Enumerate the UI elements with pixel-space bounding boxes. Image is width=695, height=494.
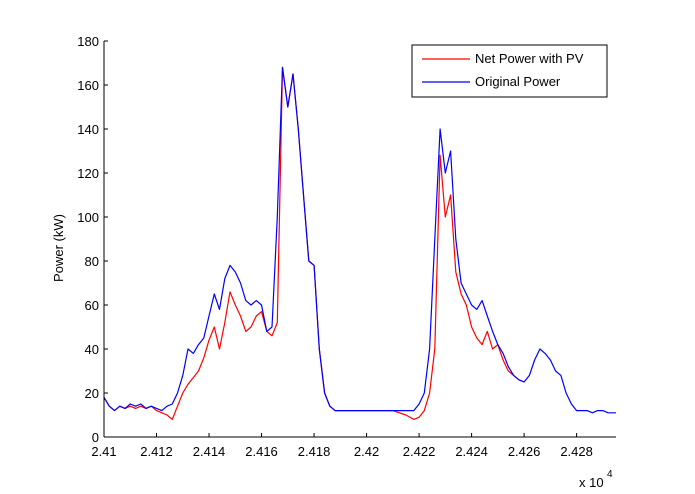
x-tick-label: 2.424 (455, 444, 488, 459)
x-multiplier: x 10 4 (579, 469, 613, 490)
x-tick-label: 2.428 (560, 444, 593, 459)
legend: Net Power with PV Original Power (411, 44, 608, 98)
x-tick-label: 2.42 (354, 444, 379, 459)
x-tick-label: 2.416 (245, 444, 278, 459)
x-tick-label: 2.418 (298, 444, 331, 459)
y-tick-label: 180 (77, 34, 99, 49)
y-tick-label: 0 (92, 430, 99, 445)
series-line-original-power (103, 66, 616, 414)
y-tick-label: 140 (77, 122, 99, 137)
y-tick-label: 160 (77, 78, 99, 93)
x-tick-label: 2.41 (91, 444, 116, 459)
y-tick-label: 100 (77, 210, 99, 225)
legend-label-net-power: Net Power with PV (475, 51, 584, 66)
y-tick-label: 80 (85, 254, 99, 269)
y-tick-label: 120 (77, 166, 99, 181)
x-tick-layer: 2.41 2.412 2.414 2.416 2.418 2.42 2.422 2.424 2.… (91, 433, 593, 459)
x-tick-label: 2.422 (403, 444, 436, 459)
y-tick-label: 60 (85, 298, 99, 313)
x-tick-label: 2.426 (508, 444, 541, 459)
y-axis-label: Power (kW) (51, 214, 66, 282)
y-tick-label: 40 (85, 342, 99, 357)
y-tick-label: 20 (85, 386, 99, 401)
legend-box (411, 44, 608, 98)
x-multiplier-label: x 10 (579, 475, 604, 490)
legend-label-original-power: Original Power (475, 74, 561, 89)
x-multiplier-exponent: 4 (607, 469, 613, 480)
y-tick-layer: 0 20 40 60 80 100 120 140 160 180 (77, 34, 108, 445)
axes-layer (103, 41, 616, 438)
series-layer (103, 66, 616, 420)
x-tick-label: 2.414 (193, 444, 226, 459)
x-tick-label: 2.412 (140, 444, 173, 459)
